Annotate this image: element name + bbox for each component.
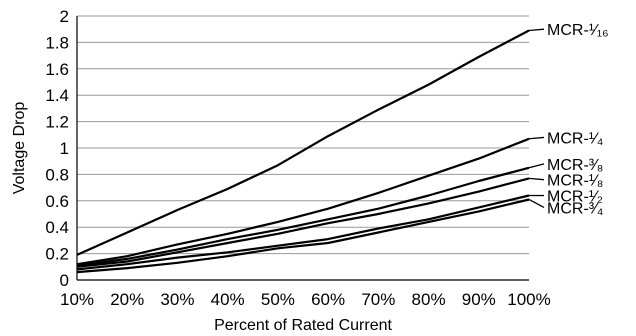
label-leader-line — [528, 28, 545, 32]
series-lines — [76, 29, 530, 274]
series-line — [76, 194, 530, 271]
series-line — [76, 198, 530, 274]
series-line — [76, 29, 530, 256]
x-tick-label: 30% — [160, 290, 194, 309]
x-tick-label: 50% — [261, 290, 295, 309]
y-tick-label: 1.2 — [45, 113, 69, 132]
y-tick-label: 2 — [60, 7, 69, 26]
series-label: MCR-¹⁄₂ — [547, 189, 603, 206]
gridlines — [77, 15, 529, 255]
label-leader-line — [528, 163, 545, 169]
series-label: MCR-¹⁄₈ — [547, 173, 603, 190]
x-tick-label: 40% — [211, 290, 245, 309]
y-tick-label: 0.4 — [45, 218, 69, 237]
series-label: MCR-³⁄₈ — [547, 157, 603, 174]
x-tick-label: 100% — [507, 290, 550, 309]
x-tick-label: 70% — [361, 290, 395, 309]
series-label: MCR-³⁄₄ — [547, 200, 603, 217]
y-tick-label: 0.2 — [45, 245, 69, 264]
y-axis-title: Voltage Drop — [11, 102, 28, 195]
y-tick-labels: 0 0.2 0.4 0.6 0.8 1 1.2 1.4 1.6 1.8 2 — [45, 7, 69, 290]
x-tick-label: 20% — [110, 290, 144, 309]
y-tick-label: 0 — [60, 271, 69, 290]
series-line — [76, 137, 530, 266]
y-tick-label: 1.6 — [45, 60, 69, 79]
x-tick-labels: 10% 20% 30% 40% 50% 60% 70% 80% 90% 100% — [60, 290, 551, 309]
label-leader-line — [528, 177, 545, 181]
series-line — [76, 177, 530, 268]
y-tick-label: 1 — [60, 139, 69, 158]
x-tick-label: 80% — [412, 290, 446, 309]
series-labels: MCR-¹⁄₁₆ MCR-¹⁄₄ MCR-³⁄₈MCR-¹⁄₈MCR-¹⁄₂MCR-… — [528, 22, 609, 217]
series-label: MCR-¹⁄₁₆ — [547, 22, 609, 39]
series-line — [76, 166, 530, 267]
x-tick-label: 10% — [60, 290, 94, 309]
series-label: MCR-¹⁄₄ — [547, 130, 603, 147]
label-leader-line — [528, 136, 545, 140]
y-tick-label: 0.6 — [45, 192, 69, 211]
y-tick-label: 1.4 — [45, 86, 69, 105]
x-tick-label: 60% — [311, 290, 345, 309]
y-tick-label: 0.8 — [45, 165, 69, 184]
label-leader-line — [528, 198, 545, 208]
y-tick-label: 1.8 — [45, 33, 69, 52]
x-tick-label: 90% — [462, 290, 496, 309]
x-axis-title: Percent of Rated Current — [214, 317, 392, 334]
